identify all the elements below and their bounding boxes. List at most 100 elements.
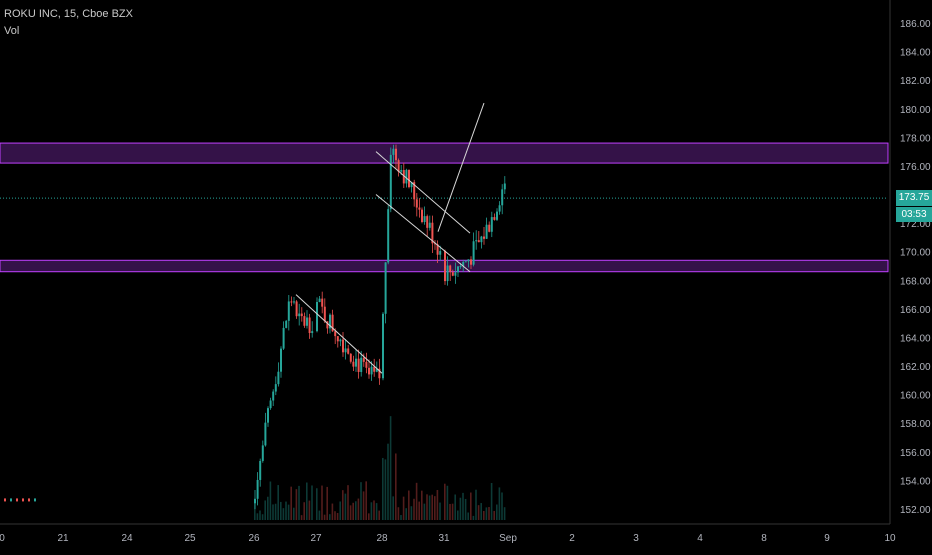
candle: [300, 313, 303, 317]
candle: [493, 217, 496, 220]
candle: [287, 301, 290, 321]
candle: [483, 236, 485, 239]
volume-bar: [431, 494, 433, 520]
candle: [428, 222, 431, 228]
volume-bar: [303, 502, 305, 520]
candle: [267, 408, 269, 423]
candle: [355, 358, 357, 367]
candle: [485, 224, 488, 239]
candle: [423, 216, 426, 223]
volume-bar: [342, 490, 344, 520]
candle: [421, 209, 423, 223]
candle: [342, 339, 344, 353]
time-tick-label: 21: [57, 533, 69, 544]
candle: [405, 169, 408, 184]
time-tick-label: 31: [438, 533, 450, 544]
candle: [280, 348, 282, 372]
volume-bar: [490, 482, 493, 520]
candle: [426, 216, 429, 228]
last-price-tag: 173.75: [896, 190, 932, 206]
candle: [357, 358, 360, 372]
time-tick-label: 25: [184, 533, 196, 544]
candle: [326, 321, 329, 329]
price-tick-label: 172.00: [900, 219, 931, 230]
volume-bar: [426, 494, 428, 520]
candle: [269, 400, 272, 409]
volume-bar: [349, 505, 352, 520]
candle: [22, 498, 24, 502]
candle: [413, 182, 416, 200]
candle: [454, 272, 457, 276]
candle: [477, 240, 480, 243]
volume-bar: [392, 496, 394, 520]
volume-indicator-label[interactable]: Vol: [4, 25, 20, 37]
volume-bar: [254, 501, 256, 520]
trendline: [375, 151, 471, 234]
candle: [362, 357, 365, 362]
volume-bar: [321, 485, 323, 520]
volume-bar: [423, 503, 426, 520]
bar-countdown-timer: 03:53: [896, 207, 932, 222]
volume-bar: [462, 492, 464, 520]
volume-bar: [269, 481, 272, 520]
volume-bar: [397, 507, 400, 520]
candle: [449, 265, 452, 273]
candle: [415, 199, 418, 208]
volume-bar: [400, 515, 402, 520]
price-tick-label: 152.00: [900, 505, 931, 516]
candle: [323, 306, 326, 322]
candle: [295, 301, 298, 317]
volume-bar: [355, 501, 357, 520]
candle: [387, 209, 390, 263]
volume-bar: [290, 486, 292, 520]
price-tick-label: 154.00: [900, 476, 931, 487]
candle: [467, 259, 470, 262]
trendline: [437, 102, 485, 232]
candle: [459, 266, 462, 268]
candle: [400, 170, 403, 172]
volume-bar: [280, 501, 282, 520]
volume-bar: [408, 490, 410, 520]
volume-bar: [457, 510, 459, 520]
price-tick-label: 178.00: [900, 133, 931, 144]
volume-bar: [293, 507, 295, 520]
volume-bar: [382, 457, 384, 520]
candle: [264, 422, 267, 446]
volume-bar: [331, 503, 334, 520]
candle: [431, 222, 434, 244]
candle: [384, 262, 387, 314]
volume-bar: [384, 459, 387, 520]
time-tick-label: 2: [569, 533, 575, 544]
candle: [256, 479, 259, 499]
candle: [306, 317, 308, 326]
volume-bar: [334, 511, 336, 520]
volume-bar: [375, 503, 378, 520]
price-tick-label: 176.00: [900, 162, 931, 173]
price-tick-label: 162.00: [900, 362, 931, 373]
time-tick-label: 27: [310, 533, 322, 544]
candle: [418, 207, 421, 210]
candle: [339, 339, 342, 342]
volume-bar: [434, 496, 436, 520]
candle: [480, 236, 483, 243]
volume-bar: [467, 512, 469, 520]
volume-bar: [287, 504, 290, 520]
volume-bar: [300, 515, 303, 520]
volume-bar: [306, 482, 308, 520]
candle: [261, 445, 264, 461]
candle: [368, 367, 370, 375]
candle: [475, 240, 478, 242]
candle: [397, 160, 400, 172]
volume-bar: [336, 512, 339, 520]
time-tick-label: 0: [0, 533, 5, 544]
volume-bar: [439, 502, 441, 520]
volume-bar: [501, 492, 503, 520]
volume-bar: [488, 507, 490, 520]
candle: [336, 336, 339, 342]
volume-bar: [395, 453, 397, 520]
volume-bar: [454, 494, 456, 520]
volume-bar: [295, 489, 298, 520]
volume-bar: [480, 503, 482, 520]
